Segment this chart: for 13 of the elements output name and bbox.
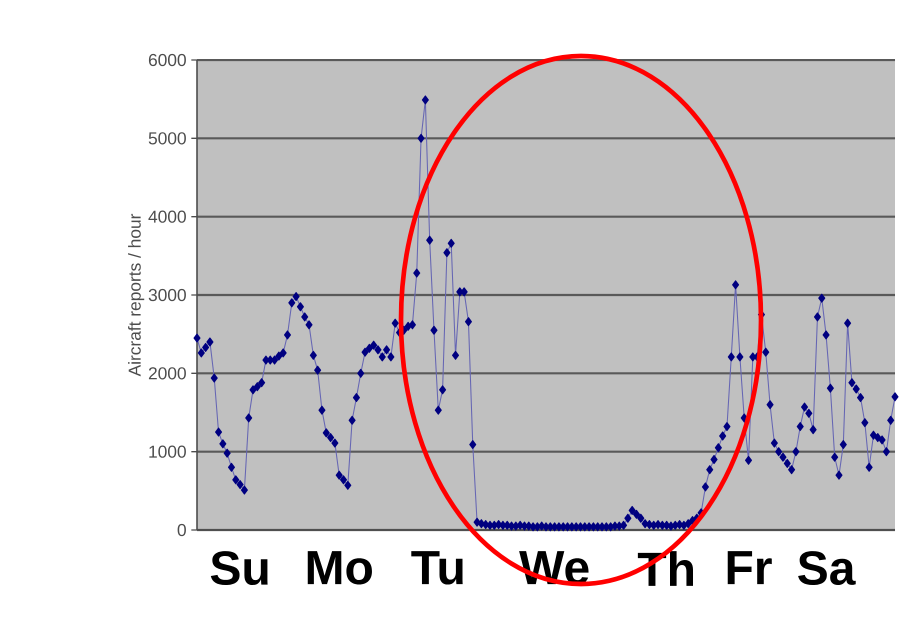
y-tick-label: 5000 [148,132,186,144]
y-tick-label: 2000 [148,367,186,380]
y-tick-label: 0 [178,524,186,536]
y-tick-label: 3000 [148,288,186,302]
x-tick-label: Fr [728,551,772,584]
x-tick-label: Su [210,551,268,586]
y-tick-label: 6000 [148,54,186,66]
y-tick-label: 4000 [148,210,186,223]
y-tick-label: 1000 [149,446,186,458]
x-tick-label: Sa [798,551,856,586]
x-tick-label: Mo [308,551,372,585]
x-tick-label: Tu [411,551,463,585]
y-axis-title: Aircraft reports / hour [128,214,144,376]
